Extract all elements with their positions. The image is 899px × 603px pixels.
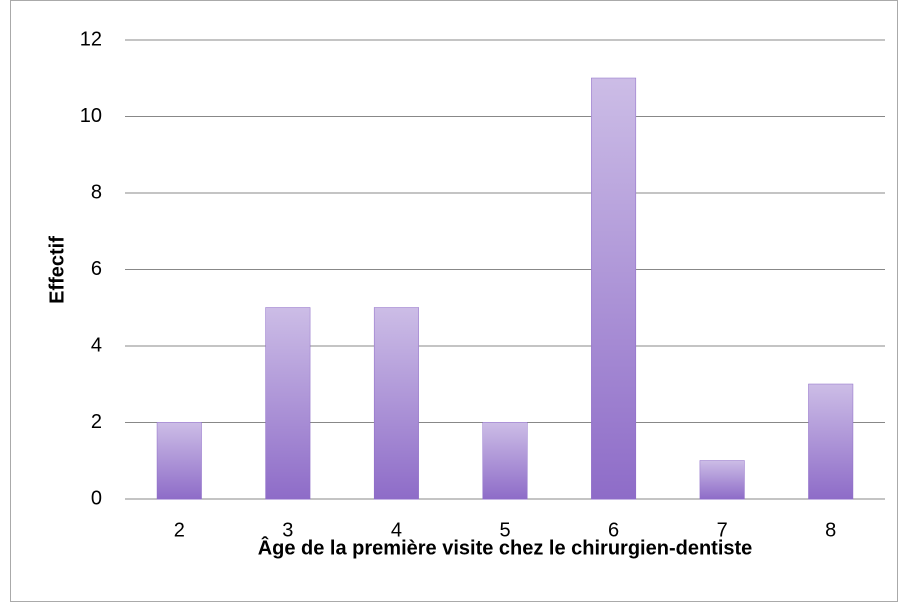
x-tick-label: 2 [174,519,185,541]
y-tick-label: 8 [91,181,102,203]
y-tick-label: 6 [91,258,102,280]
bar-shine [483,422,527,499]
x-tick-label: 8 [825,519,836,541]
bar-shine [157,422,202,499]
x-axis-label: Âge de la première visite chez le chirur… [258,535,753,559]
y-tick-label: 12 [80,28,102,50]
y-tick-label: 4 [91,334,102,356]
y-tick-label: 0 [91,487,102,509]
x-tick-label: 6 [608,519,619,541]
bar-shine [808,384,853,499]
x-tick-label: 7 [717,519,728,541]
chart-frame [10,0,898,602]
bar-shine [265,307,310,499]
bar-shine [700,460,745,499]
x-tick-label: 5 [499,519,510,541]
y-tick-label: 2 [91,411,102,433]
bar-shine [374,307,419,499]
x-tick-label: 4 [391,519,402,541]
bar-shine [591,78,636,499]
y-axis-label: Effectif [46,236,68,304]
y-tick-label: 10 [80,105,102,127]
x-tick-label: 3 [282,519,293,541]
